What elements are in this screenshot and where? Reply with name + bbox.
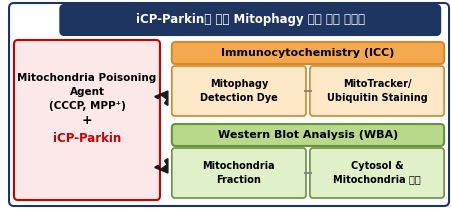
Text: (CCCP, MPP⁺): (CCCP, MPP⁺) — [48, 101, 125, 111]
Text: Mitochondria
Fraction: Mitochondria Fraction — [202, 161, 275, 185]
FancyBboxPatch shape — [309, 66, 443, 116]
Text: Immunocytochemistry (ICC): Immunocytochemistry (ICC) — [221, 48, 394, 58]
Text: Mitophagy
Detection Dye: Mitophagy Detection Dye — [200, 79, 277, 103]
Polygon shape — [154, 159, 167, 173]
FancyBboxPatch shape — [309, 148, 443, 198]
Text: Western Blot Analysis (WBA): Western Blot Analysis (WBA) — [217, 130, 397, 140]
FancyBboxPatch shape — [171, 124, 443, 146]
FancyBboxPatch shape — [171, 66, 305, 116]
FancyBboxPatch shape — [14, 40, 160, 200]
Polygon shape — [154, 91, 167, 105]
FancyBboxPatch shape — [9, 3, 448, 206]
Text: Cytosol &
Mitochondria 분리: Cytosol & Mitochondria 분리 — [332, 161, 420, 185]
Text: Mitochondria Poisoning: Mitochondria Poisoning — [17, 73, 156, 83]
Text: Agent: Agent — [69, 87, 104, 97]
Text: +: + — [82, 113, 92, 126]
FancyBboxPatch shape — [171, 148, 305, 198]
Text: iCP-Parkin에 의한 Mitophagy 유도 검증 분석법: iCP-Parkin에 의한 Mitophagy 유도 검증 분석법 — [135, 14, 364, 27]
FancyBboxPatch shape — [171, 42, 443, 64]
FancyBboxPatch shape — [60, 5, 439, 35]
Text: iCP-Parkin: iCP-Parkin — [53, 131, 121, 144]
Text: MitoTracker/
Ubiquitin Staining: MitoTracker/ Ubiquitin Staining — [326, 79, 427, 103]
